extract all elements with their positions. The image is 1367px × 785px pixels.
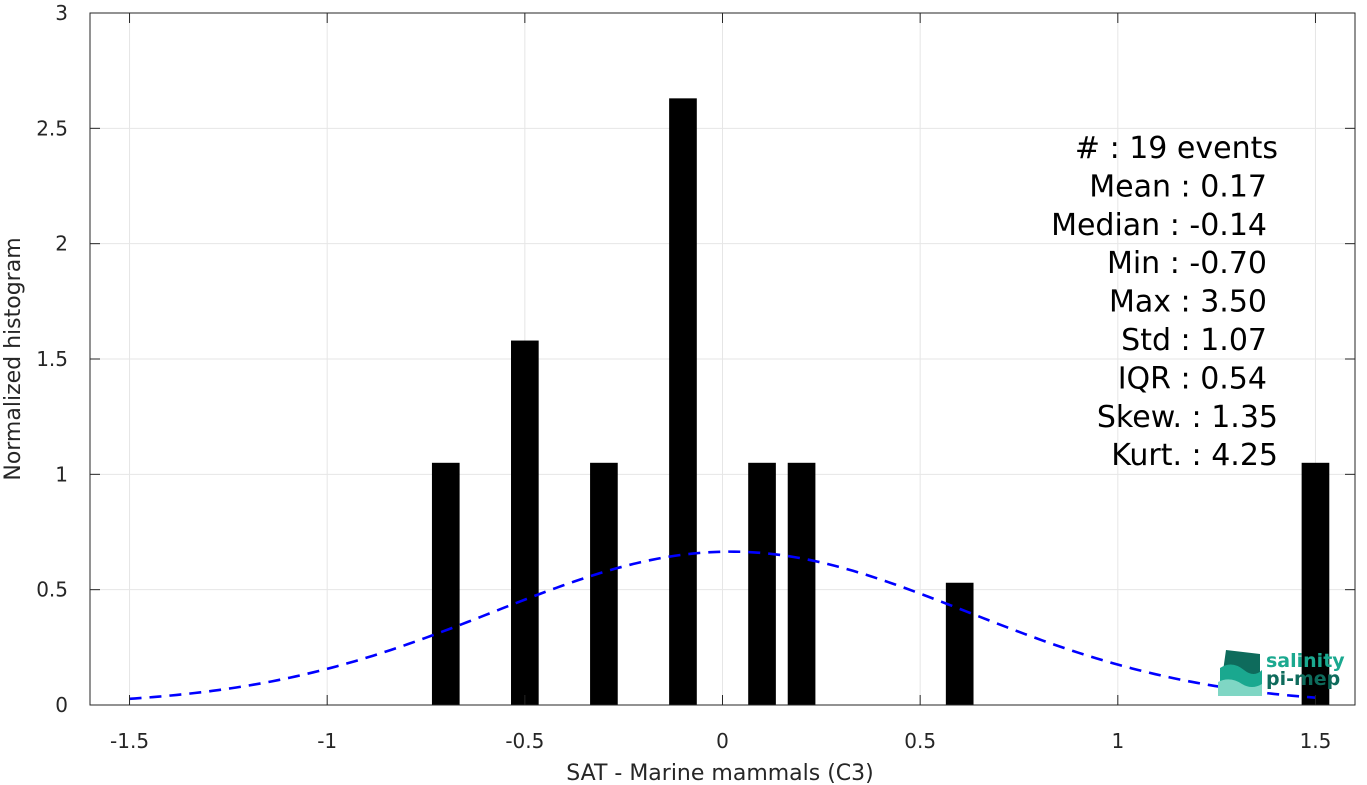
salinity-pimep-logo: salinity pi-mep [1218, 650, 1345, 696]
histogram-bar [511, 340, 539, 705]
stats-line: IQR : 0.54 [1118, 361, 1267, 396]
axes [89, 12, 1356, 706]
histogram-bar [669, 98, 697, 705]
y-tick-label: 3 [55, 1, 68, 25]
logo-line-1: salinity [1266, 650, 1345, 672]
x-tick-label: -1.5 [110, 729, 149, 753]
y-tick-label: 0 [55, 693, 68, 717]
histogram-bar [945, 582, 974, 705]
stats-line: # : 19 events [1075, 131, 1278, 166]
grid-lines [90, 12, 1355, 706]
y-tick-label: 1 [55, 462, 68, 486]
stats-line: Skew. : 1.35 [1097, 400, 1278, 435]
histogram-bar [590, 462, 618, 705]
y-tick-label: 1.5 [36, 347, 68, 371]
y-axis-label: Normalized histogram [1, 237, 26, 480]
x-tick-label: -0.5 [505, 729, 544, 753]
stats-line: Median : -0.14 [1051, 208, 1267, 243]
logo-line-2: pi-mep [1266, 668, 1340, 690]
x-axis-label: SAT - Marine mammals (C3) [566, 761, 874, 785]
x-tick-label: 1 [1111, 729, 1124, 753]
stats-line: Kurt. : 4.25 [1111, 438, 1278, 473]
normal-fit-curve [129, 550, 1316, 701]
histogram-bar [787, 462, 816, 705]
x-tick-label: 0.5 [904, 729, 936, 753]
y-tick-label: 2 [55, 232, 68, 256]
y-tick-label: 2.5 [36, 116, 68, 140]
x-tick-label: 0 [716, 729, 729, 753]
histogram-bars [431, 98, 1330, 705]
y-tick-label: 0.5 [36, 578, 68, 602]
stats-line: Mean : 0.17 [1089, 169, 1267, 204]
histogram-bar [1301, 462, 1330, 705]
tick-labels: -1.5 -1 -0.5 0 0.5 1 1.5 0 0.5 1 1.5 2 2.5 3 [36, 1, 1331, 753]
x-tick-label: -1 [317, 729, 337, 753]
stats-line: Max : 3.50 [1109, 285, 1267, 320]
histogram-bar [748, 462, 776, 705]
stats-line: Min : -0.70 [1107, 246, 1267, 281]
histogram-bar [431, 462, 460, 705]
x-tick-label: 1.5 [1300, 729, 1332, 753]
wave-logo-icon [1218, 650, 1262, 696]
stats-line: Std : 1.07 [1121, 323, 1267, 358]
